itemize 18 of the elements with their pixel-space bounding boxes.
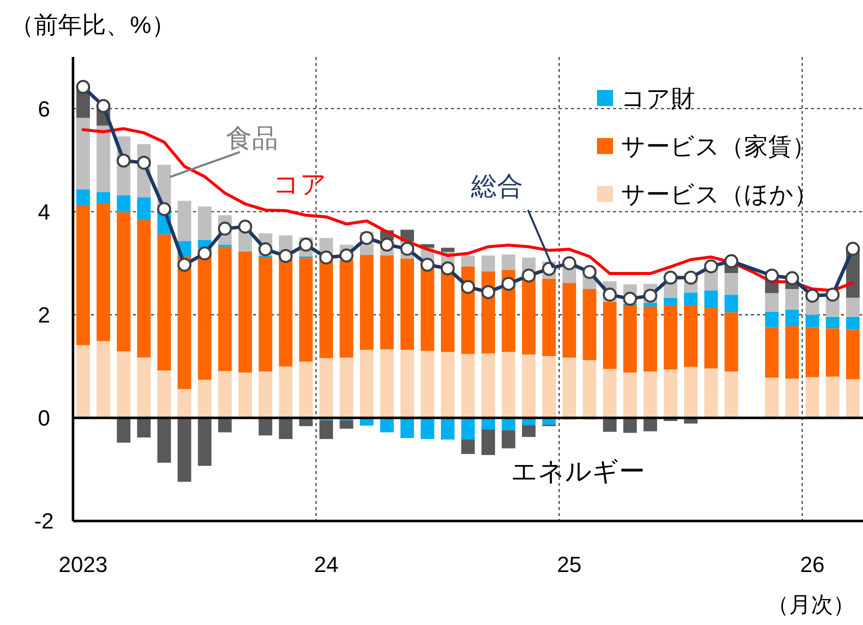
y-tick-label: 4 [38, 199, 50, 224]
legend-label: コア財 [621, 85, 695, 112]
x-tick-label: 24 [314, 552, 338, 577]
chart-title: （前年比、%） [10, 12, 176, 39]
text: （月次） [767, 592, 855, 617]
series-label: エネルギー [511, 456, 645, 486]
x-tick-label: 26 [800, 552, 825, 577]
legend-label: サービス（家賃） [621, 133, 816, 160]
y-tick-label: 2 [38, 302, 50, 328]
legend-label: サービス（ほか） [621, 181, 818, 208]
x-tick-label: 2023 [58, 552, 108, 577]
y-tick-label: -2 [34, 508, 54, 534]
y-tick-label: 0 [38, 406, 50, 431]
y-tick-label: 6 [38, 96, 50, 122]
text: 総合 [470, 171, 523, 201]
text: 食品 [226, 123, 278, 153]
x-tick-label: 25 [557, 552, 582, 577]
series-label: コア [273, 169, 327, 199]
